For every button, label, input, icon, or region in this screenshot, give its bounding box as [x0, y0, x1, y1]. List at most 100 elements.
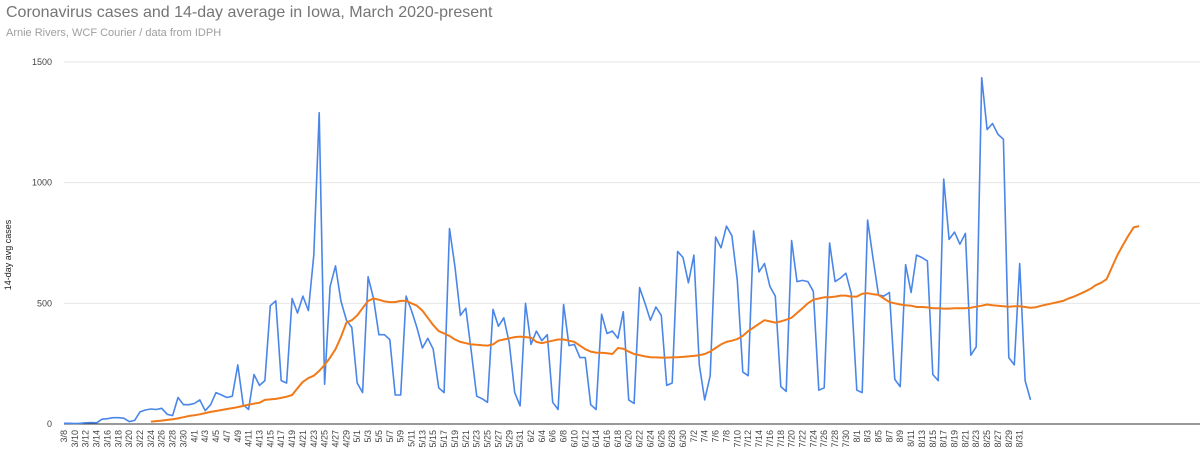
- x-tick-label: 4/3: [200, 430, 210, 443]
- x-tick-label: 8/11: [906, 430, 916, 447]
- series-lines: [64, 76, 1140, 425]
- x-tick-label: 4/7: [222, 430, 232, 443]
- x-tick-label: 4/23: [309, 430, 319, 448]
- x-tick-label: 5/17: [439, 430, 449, 448]
- x-tick-label: 7/22: [797, 430, 807, 448]
- x-tick-label: 7/2: [689, 430, 699, 443]
- x-tick-label: 8/25: [982, 430, 992, 448]
- x-tick-label: 4/29: [341, 430, 351, 448]
- grid-lines: [64, 61, 1200, 425]
- x-tick-label: 7/6: [711, 430, 721, 443]
- x-tick-label: 8/9: [895, 430, 905, 443]
- x-tick-label: 4/5: [211, 430, 221, 443]
- x-tick-label: 7/14: [754, 430, 764, 448]
- x-tick-label: 7/28: [830, 430, 840, 448]
- x-tick-label: 8/7: [884, 430, 894, 443]
- x-tick-label: 5/23: [472, 430, 482, 448]
- x-tick-label: 8/19: [950, 430, 960, 448]
- x-tick-label: 3/12: [81, 430, 91, 448]
- x-tick-label: 8/31: [1015, 430, 1025, 448]
- x-tick-label: 6/10: [569, 430, 579, 448]
- x-tick-label: 5/3: [363, 430, 373, 443]
- x-tick-label: 8/15: [928, 430, 938, 448]
- x-tick-label: 8/21: [960, 430, 970, 448]
- x-tick-label: 7/20: [787, 430, 797, 448]
- x-tick-label: 5/1: [352, 430, 362, 443]
- chart-subtitle: Arnie Rivers, WCF Courier / data from ID…: [6, 27, 222, 39]
- series-line-14-day-average: [150, 225, 1140, 423]
- x-tick-label: 4/25: [320, 430, 330, 448]
- x-tick-label: 3/18: [113, 430, 123, 448]
- x-tick-label: 3/24: [146, 430, 156, 448]
- x-tick-label: 3/16: [102, 430, 112, 448]
- x-tick-label: 7/4: [700, 430, 710, 443]
- x-tick-label: 4/13: [254, 430, 264, 448]
- x-tick-label: 6/26: [656, 430, 666, 448]
- x-tick-label: 4/21: [298, 430, 308, 448]
- x-tick-label: 8/3: [863, 430, 873, 443]
- x-tick-label: 6/8: [559, 430, 569, 443]
- x-tick-label: 5/19: [450, 430, 460, 448]
- x-tick-label: 5/15: [428, 430, 438, 448]
- y-tick-label: 0: [47, 419, 52, 429]
- series-line-daily-cases: [64, 76, 1032, 425]
- x-tick-label: 5/31: [515, 430, 525, 448]
- y-tick-label: 500: [37, 298, 52, 308]
- x-tick-label: 3/30: [178, 430, 188, 448]
- x-tick-label: 4/17: [276, 430, 286, 448]
- x-tick-label: 6/4: [537, 430, 547, 443]
- x-tick-label: 5/21: [461, 430, 471, 448]
- x-tick-label: 5/13: [417, 430, 427, 448]
- chart-title: Coronavirus cases and 14-day average in …: [6, 4, 493, 21]
- x-tick-label: 6/18: [613, 430, 623, 448]
- x-tick-label: 8/5: [874, 430, 884, 443]
- x-tick-label: 5/25: [483, 430, 493, 448]
- x-tick-label: 3/28: [168, 430, 178, 448]
- x-tick-label: 5/7: [385, 430, 395, 443]
- x-tick-label: 3/26: [157, 430, 167, 448]
- x-tick-label: 4/1: [189, 430, 199, 443]
- x-tick-label: 7/8: [721, 430, 731, 443]
- x-tick-labels: 3/8 3/10 3/12 3/14 3/16 3/18 3/20 3/22 3/24 3/26 3…: [59, 430, 1025, 448]
- x-tick-label: 6/24: [645, 430, 655, 448]
- x-tick-label: 8/23: [971, 430, 981, 448]
- x-tick-label: 6/2: [526, 430, 536, 443]
- y-tick-label: 1000: [32, 178, 52, 188]
- x-tick-label: 4/9: [233, 430, 243, 443]
- x-tick-label: 7/30: [841, 430, 851, 448]
- x-tick-label: 8/27: [993, 430, 1003, 448]
- x-tick-label: 6/16: [602, 430, 612, 448]
- x-tick-label: 8/1: [852, 430, 862, 443]
- x-tick-label: 8/29: [1004, 430, 1014, 448]
- x-tick-label: 6/6: [548, 430, 558, 443]
- y-tick-labels: 0 500 1000 1500: [32, 57, 52, 429]
- x-tick-label: 3/8: [59, 430, 69, 443]
- x-tick-label: 3/22: [135, 430, 145, 448]
- x-tick-label: 6/14: [591, 430, 601, 448]
- x-tick-label: 5/11: [407, 430, 417, 447]
- x-tick-label: 5/5: [374, 430, 384, 443]
- y-tick-label: 1500: [32, 57, 52, 67]
- x-tick-label: 6/30: [678, 430, 688, 448]
- x-tick-label: 3/20: [124, 430, 134, 448]
- x-tick-label: 8/17: [939, 430, 949, 448]
- x-tick-label: 4/27: [331, 430, 341, 448]
- x-tick-label: 7/10: [732, 430, 742, 448]
- x-tick-label: 7/24: [808, 430, 818, 448]
- x-tick-label: 5/9: [396, 430, 406, 443]
- x-tick-label: 4/19: [287, 430, 297, 448]
- x-tick-label: 4/11: [244, 430, 254, 447]
- x-tick-label: 3/10: [70, 430, 80, 448]
- y-axis-label: 14-day avg cases: [3, 219, 13, 290]
- x-tick-label: 8/13: [917, 430, 927, 448]
- x-tick-label: 5/27: [493, 430, 503, 448]
- x-tick-label: 7/26: [819, 430, 829, 448]
- x-tick-label: 7/16: [765, 430, 775, 448]
- x-tick-label: 3/14: [92, 430, 102, 448]
- x-tick-label: 6/20: [624, 430, 634, 448]
- x-tick-label: 7/18: [776, 430, 786, 448]
- x-tick-label: 6/28: [667, 430, 677, 448]
- x-tick-label: 6/12: [580, 430, 590, 448]
- x-tick-label: 4/15: [265, 430, 275, 448]
